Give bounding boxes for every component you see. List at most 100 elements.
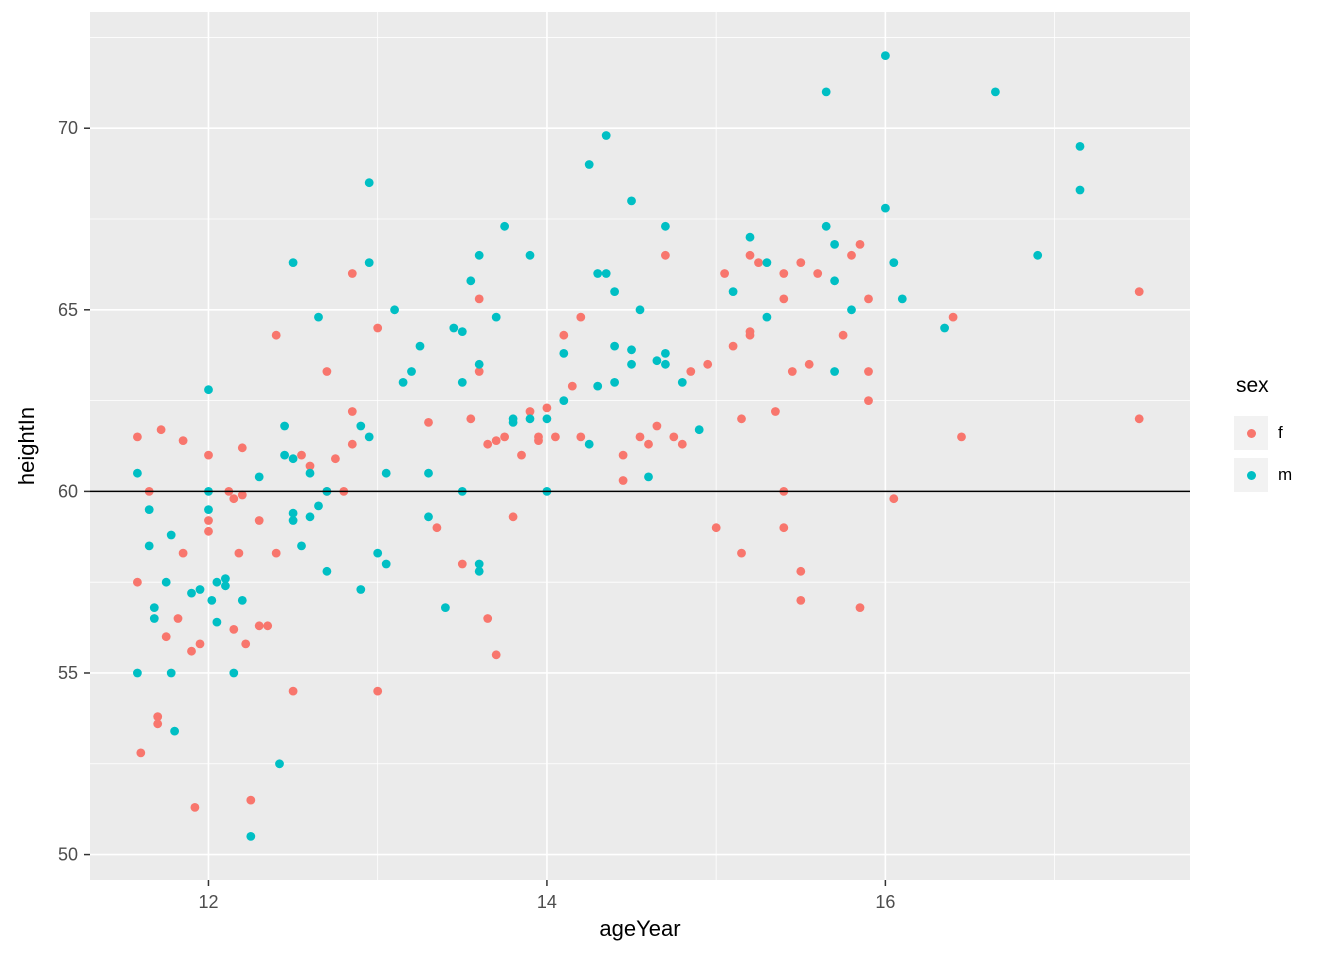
data-point-m xyxy=(881,51,890,60)
data-point-m xyxy=(424,468,433,478)
data-point-f xyxy=(669,432,679,442)
data-point-m xyxy=(559,349,569,358)
data-point-f xyxy=(178,548,188,558)
data-point-f xyxy=(483,439,493,449)
data-point-m xyxy=(314,501,323,511)
data-point-f xyxy=(347,439,357,449)
data-point-m xyxy=(364,432,374,442)
data-point-f xyxy=(711,523,721,533)
data-point-m xyxy=(288,516,298,525)
data-point-f xyxy=(457,559,467,569)
data-point-m xyxy=(661,221,670,231)
data-point-m xyxy=(373,548,383,558)
data-point-f xyxy=(432,523,442,533)
data-point-f xyxy=(551,432,560,442)
data-point-f xyxy=(347,269,357,278)
data-point-m xyxy=(356,421,366,431)
data-point-f xyxy=(618,450,628,460)
data-point-m xyxy=(364,178,374,188)
data-point-m xyxy=(275,759,284,769)
legend-label: m xyxy=(1278,465,1293,484)
data-point-m xyxy=(221,574,230,583)
data-point-f xyxy=(635,432,645,442)
data-point-f xyxy=(373,686,383,696)
data-point-m xyxy=(221,581,230,591)
data-point-f xyxy=(796,566,806,576)
data-point-m xyxy=(940,323,949,333)
legend-label: f xyxy=(1278,423,1283,442)
data-point-m xyxy=(661,359,670,369)
legend-key xyxy=(1234,458,1268,492)
data-point-f xyxy=(187,646,196,656)
legend-key xyxy=(1234,416,1268,450)
data-point-f xyxy=(254,621,264,631)
data-point-f xyxy=(133,577,142,587)
data-point-f xyxy=(796,596,806,605)
data-point-f xyxy=(297,450,306,460)
data-point-m xyxy=(280,450,289,460)
data-point-f xyxy=(779,269,789,278)
data-point-f xyxy=(229,494,239,504)
data-point-m xyxy=(593,381,603,391)
data-point-m xyxy=(314,312,323,322)
data-point-f xyxy=(1134,287,1144,296)
y-tick-label: 60 xyxy=(58,481,78,501)
data-point-f xyxy=(156,425,166,435)
data-point-m xyxy=(644,472,653,482)
x-axis-title: ageYear xyxy=(599,916,681,941)
data-point-f xyxy=(576,312,586,322)
data-point-m xyxy=(381,559,391,569)
data-point-f xyxy=(466,414,476,424)
data-point-m xyxy=(133,668,142,678)
data-point-f xyxy=(508,512,518,522)
data-point-m xyxy=(821,87,831,97)
data-point-f xyxy=(779,294,789,304)
data-point-m xyxy=(474,566,484,576)
data-point-f xyxy=(331,454,340,464)
data-point-f xyxy=(534,436,543,445)
data-point-f xyxy=(796,258,806,267)
data-point-f xyxy=(864,294,873,304)
data-point-m xyxy=(144,541,154,551)
data-point-f xyxy=(779,523,789,533)
data-point-f xyxy=(576,432,586,442)
y-tick-label: 70 xyxy=(58,118,78,138)
legend-point-icon xyxy=(1246,428,1256,438)
data-point-m xyxy=(491,312,501,322)
data-point-m xyxy=(542,414,552,424)
data-point-m xyxy=(745,232,755,242)
data-point-m xyxy=(601,269,611,278)
data-point-f xyxy=(263,621,273,631)
data-point-m xyxy=(246,832,256,841)
y-axis-title: heightIn xyxy=(14,406,39,486)
data-point-m xyxy=(133,468,142,478)
data-point-f xyxy=(173,614,183,623)
data-point-m xyxy=(881,203,890,213)
data-point-m xyxy=(381,468,391,478)
data-point-f xyxy=(517,450,526,460)
data-point-m xyxy=(212,617,222,627)
data-point-f xyxy=(1134,414,1144,424)
data-point-f xyxy=(542,403,552,413)
data-point-f xyxy=(237,443,247,453)
y-tick-label: 65 xyxy=(58,300,78,320)
data-point-m xyxy=(297,541,306,551)
data-point-m xyxy=(474,359,484,369)
data-point-m xyxy=(627,196,636,206)
data-point-m xyxy=(149,603,159,612)
data-point-m xyxy=(364,258,374,267)
data-point-f xyxy=(491,436,501,445)
data-point-m xyxy=(474,559,484,569)
data-point-f xyxy=(864,396,873,405)
data-point-f xyxy=(500,432,509,442)
data-point-m xyxy=(889,258,899,267)
data-point-f xyxy=(491,650,501,660)
data-point-f xyxy=(957,432,966,442)
data-point-m xyxy=(762,312,772,322)
data-point-f xyxy=(153,712,163,721)
data-point-f xyxy=(855,240,865,249)
data-point-m xyxy=(1075,185,1085,195)
